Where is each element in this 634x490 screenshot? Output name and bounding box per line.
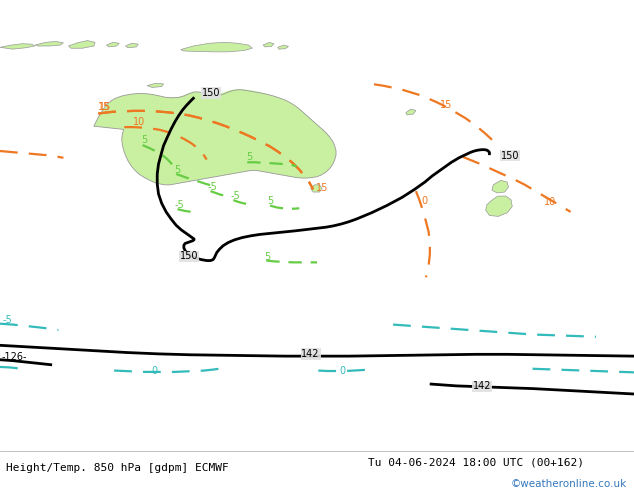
Text: Tu 04-06-2024 18:00 UTC (00+162): Tu 04-06-2024 18:00 UTC (00+162) [368,458,584,467]
Polygon shape [311,185,322,192]
Text: 142: 142 [301,349,320,359]
Text: 5: 5 [174,165,181,175]
Text: -5: -5 [3,315,12,325]
Text: 150: 150 [202,88,220,98]
Text: 15: 15 [99,102,112,112]
Text: 5: 5 [246,152,252,163]
Text: 0: 0 [421,196,427,206]
Polygon shape [147,83,164,87]
Text: 150: 150 [179,251,198,261]
Polygon shape [0,44,35,49]
Polygon shape [492,180,508,193]
Polygon shape [98,90,307,172]
Text: Height/Temp. 850 hPa [gdpm] ECMWF: Height/Temp. 850 hPa [gdpm] ECMWF [6,464,229,473]
Polygon shape [278,45,288,49]
Text: 5: 5 [268,196,274,206]
Polygon shape [126,43,138,48]
Text: 150: 150 [501,151,519,161]
Text: -5: -5 [175,200,184,210]
Text: 0: 0 [151,366,157,376]
Text: 5: 5 [141,135,147,146]
Text: ©weatheronline.co.uk: ©weatheronline.co.uk [510,479,626,489]
Polygon shape [107,42,119,47]
Polygon shape [486,196,512,217]
Text: 10: 10 [133,117,145,127]
Text: 142: 142 [472,382,491,392]
Polygon shape [94,90,336,185]
Text: -5: -5 [207,182,217,192]
Polygon shape [406,109,416,115]
Polygon shape [35,42,63,46]
Text: 15: 15 [440,100,453,110]
Text: 10: 10 [544,196,556,207]
Text: -126-: -126- [1,352,27,362]
Text: 15: 15 [316,183,328,193]
Polygon shape [263,42,274,47]
Text: 5: 5 [264,252,270,262]
Text: -5: -5 [231,191,240,201]
Polygon shape [181,42,252,52]
Text: 0: 0 [340,366,346,376]
Text: 15: 15 [98,102,111,112]
Polygon shape [68,41,95,48]
